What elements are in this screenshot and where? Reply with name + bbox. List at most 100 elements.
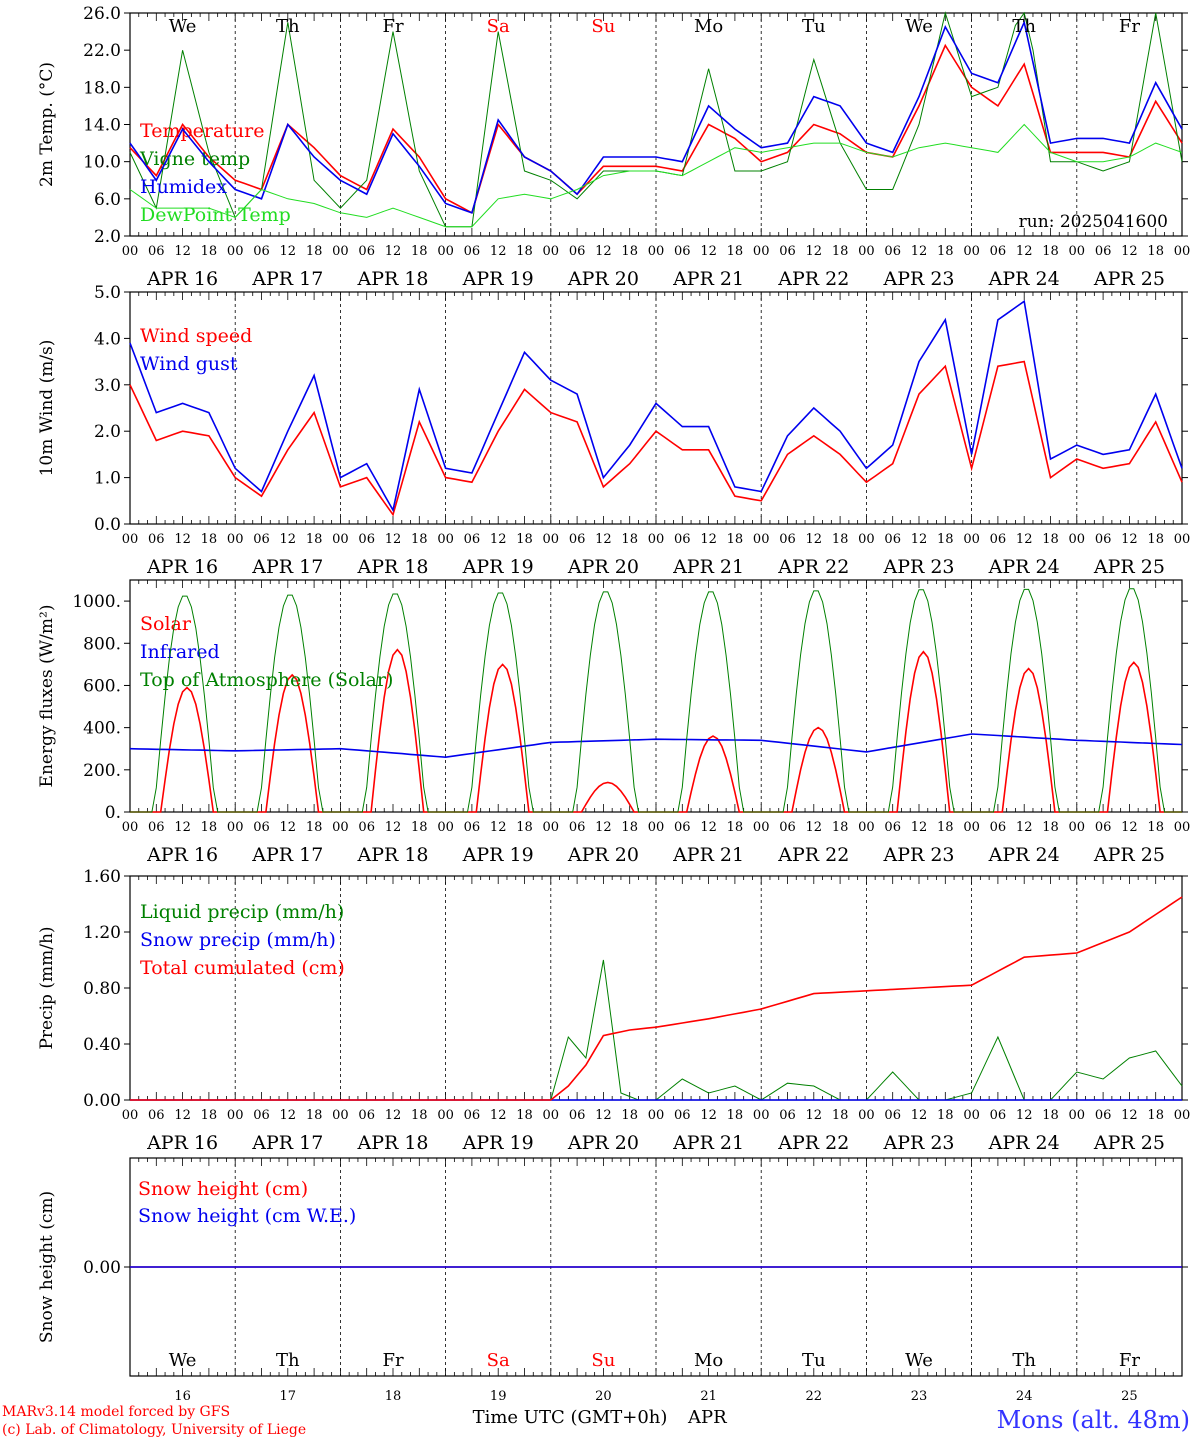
- hour-tick-label: 06: [779, 532, 796, 547]
- weekday-label: We: [169, 1350, 197, 1371]
- date-label: APR 24: [988, 844, 1060, 866]
- date-label: APR 16: [146, 268, 218, 290]
- hour-tick-label: 18: [621, 244, 638, 259]
- weekday-label: Sa: [487, 1350, 510, 1371]
- hour-tick-label: 18: [727, 820, 744, 835]
- hour-tick-label: 12: [1121, 820, 1138, 835]
- y-tick-label: 26.0: [83, 4, 121, 24]
- hour-tick-label: 00: [543, 1108, 560, 1123]
- hour-tick-label: 18: [201, 244, 218, 259]
- y-tick-label: 3.0: [94, 376, 121, 396]
- legend-entry: Infrared: [140, 641, 220, 663]
- hour-tick-label: 18: [1042, 532, 1059, 547]
- y-tick-label: 400.: [83, 719, 121, 739]
- day-number-label: 25: [1121, 1389, 1138, 1404]
- date-label: APR 20: [567, 268, 639, 290]
- weekday-label: Fr: [382, 1350, 403, 1371]
- run-label: run: 2025041600: [1019, 212, 1168, 232]
- legend-entry: Wind speed: [140, 325, 252, 347]
- hour-tick-label: 00: [858, 244, 875, 259]
- hour-tick-label: 00: [963, 1108, 980, 1123]
- hour-tick-label: 18: [201, 532, 218, 547]
- hour-tick-label: 00: [1174, 244, 1191, 259]
- x-axis-month: APR: [687, 1407, 727, 1428]
- hour-tick-label: 12: [911, 1108, 928, 1123]
- hour-tick-label: 00: [1174, 532, 1191, 547]
- hour-tick-label: 18: [411, 532, 428, 547]
- date-label: APR 21: [672, 1132, 744, 1154]
- panel-4: 0.00 0.40 0.80 1.20 1.60 Precip (mm/h) Liquid …: [37, 867, 1190, 1154]
- hour-tick-label: 18: [832, 1108, 849, 1123]
- hour-tick-label: 00: [227, 820, 244, 835]
- series-line-top-of-atmosphere-solar-: [130, 588, 1182, 813]
- hour-tick-label: 00: [1069, 1108, 1086, 1123]
- hour-tick-label: 12: [280, 244, 297, 259]
- date-label: APR 24: [988, 268, 1060, 290]
- hour-tick-label: 12: [1121, 244, 1138, 259]
- hour-tick-label: 18: [1042, 244, 1059, 259]
- hour-tick-label: 12: [595, 820, 612, 835]
- hour-tick-label: 18: [411, 1108, 428, 1123]
- hour-tick-label: 06: [884, 1108, 901, 1123]
- weekday-label: Fr: [382, 16, 403, 37]
- y-axis-label: Precip (mm/h): [37, 926, 57, 1049]
- hour-tick-label: 18: [411, 820, 428, 835]
- hour-tick-label: 06: [148, 244, 165, 259]
- hour-tick-label: 00: [648, 820, 665, 835]
- hour-tick-label: 12: [280, 820, 297, 835]
- weekday-label: Sa: [487, 16, 510, 37]
- hour-tick-label: 12: [806, 1108, 823, 1123]
- hour-tick-label: 00: [753, 820, 770, 835]
- hour-tick-label: 18: [306, 820, 323, 835]
- y-axis-label: Snow height (cm): [37, 1191, 57, 1343]
- hour-tick-label: 06: [990, 1108, 1007, 1123]
- hour-tick-label: 18: [1042, 1108, 1059, 1123]
- date-label: APR 19: [462, 556, 534, 578]
- legend-entry: Wind gust: [140, 353, 238, 375]
- hour-tick-label: 12: [1016, 1108, 1033, 1123]
- legend-entry: Humidex: [140, 176, 227, 198]
- hour-tick-label: 18: [621, 1108, 638, 1123]
- hour-tick-label: 12: [911, 244, 928, 259]
- series-line-infrared: [129, 733, 1183, 759]
- y-tick-label: 14.0: [83, 116, 121, 136]
- hour-tick-label: 00: [332, 820, 349, 835]
- series-line-total-cumulated-cm-: [130, 896, 1183, 1101]
- y-tick-label: 6.0: [94, 190, 121, 210]
- hour-tick-label: 12: [385, 1108, 402, 1123]
- date-label: APR 19: [462, 268, 534, 290]
- hour-tick-label: 18: [411, 244, 428, 259]
- date-label: APR 25: [1093, 268, 1165, 290]
- hour-tick-label: 00: [963, 244, 980, 259]
- hour-tick-label: 06: [1095, 820, 1112, 835]
- day-number-label: 21: [700, 1389, 717, 1404]
- hour-tick-label: 00: [1174, 1108, 1191, 1123]
- hour-tick-label: 06: [464, 820, 481, 835]
- hour-tick-label: 12: [174, 244, 191, 259]
- hour-tick-label: 06: [884, 532, 901, 547]
- date-label: APR 24: [988, 556, 1060, 578]
- date-label: APR 18: [356, 556, 428, 578]
- y-tick-label: 2.0: [94, 422, 121, 442]
- hour-tick-label: 06: [569, 820, 586, 835]
- hour-tick-label: 06: [779, 1108, 796, 1123]
- hour-tick-label: 18: [1147, 1108, 1164, 1123]
- hour-tick-label: 18: [621, 820, 638, 835]
- day-number-label: 20: [595, 1389, 612, 1404]
- hour-tick-label: 06: [884, 820, 901, 835]
- hour-tick-label: 00: [543, 244, 560, 259]
- weekday-label: Th: [276, 1350, 300, 1371]
- hour-tick-label: 12: [700, 532, 717, 547]
- panels: 2.0 6.0 10.0 14.0 18.0 22.0 26.0 2m Temp. (°C) T…: [37, 4, 1190, 1404]
- hour-tick-label: 00: [122, 820, 139, 835]
- hour-tick-label: 06: [464, 532, 481, 547]
- weekday-label: Mo: [694, 1350, 723, 1371]
- hour-tick-label: 06: [674, 244, 691, 259]
- y-tick-label: 0.00: [83, 1091, 121, 1111]
- date-label: APR 20: [567, 556, 639, 578]
- date-label: APR 19: [462, 844, 534, 866]
- date-label: APR 23: [882, 844, 954, 866]
- hour-tick-label: 06: [884, 244, 901, 259]
- hour-tick-label: 12: [595, 1108, 612, 1123]
